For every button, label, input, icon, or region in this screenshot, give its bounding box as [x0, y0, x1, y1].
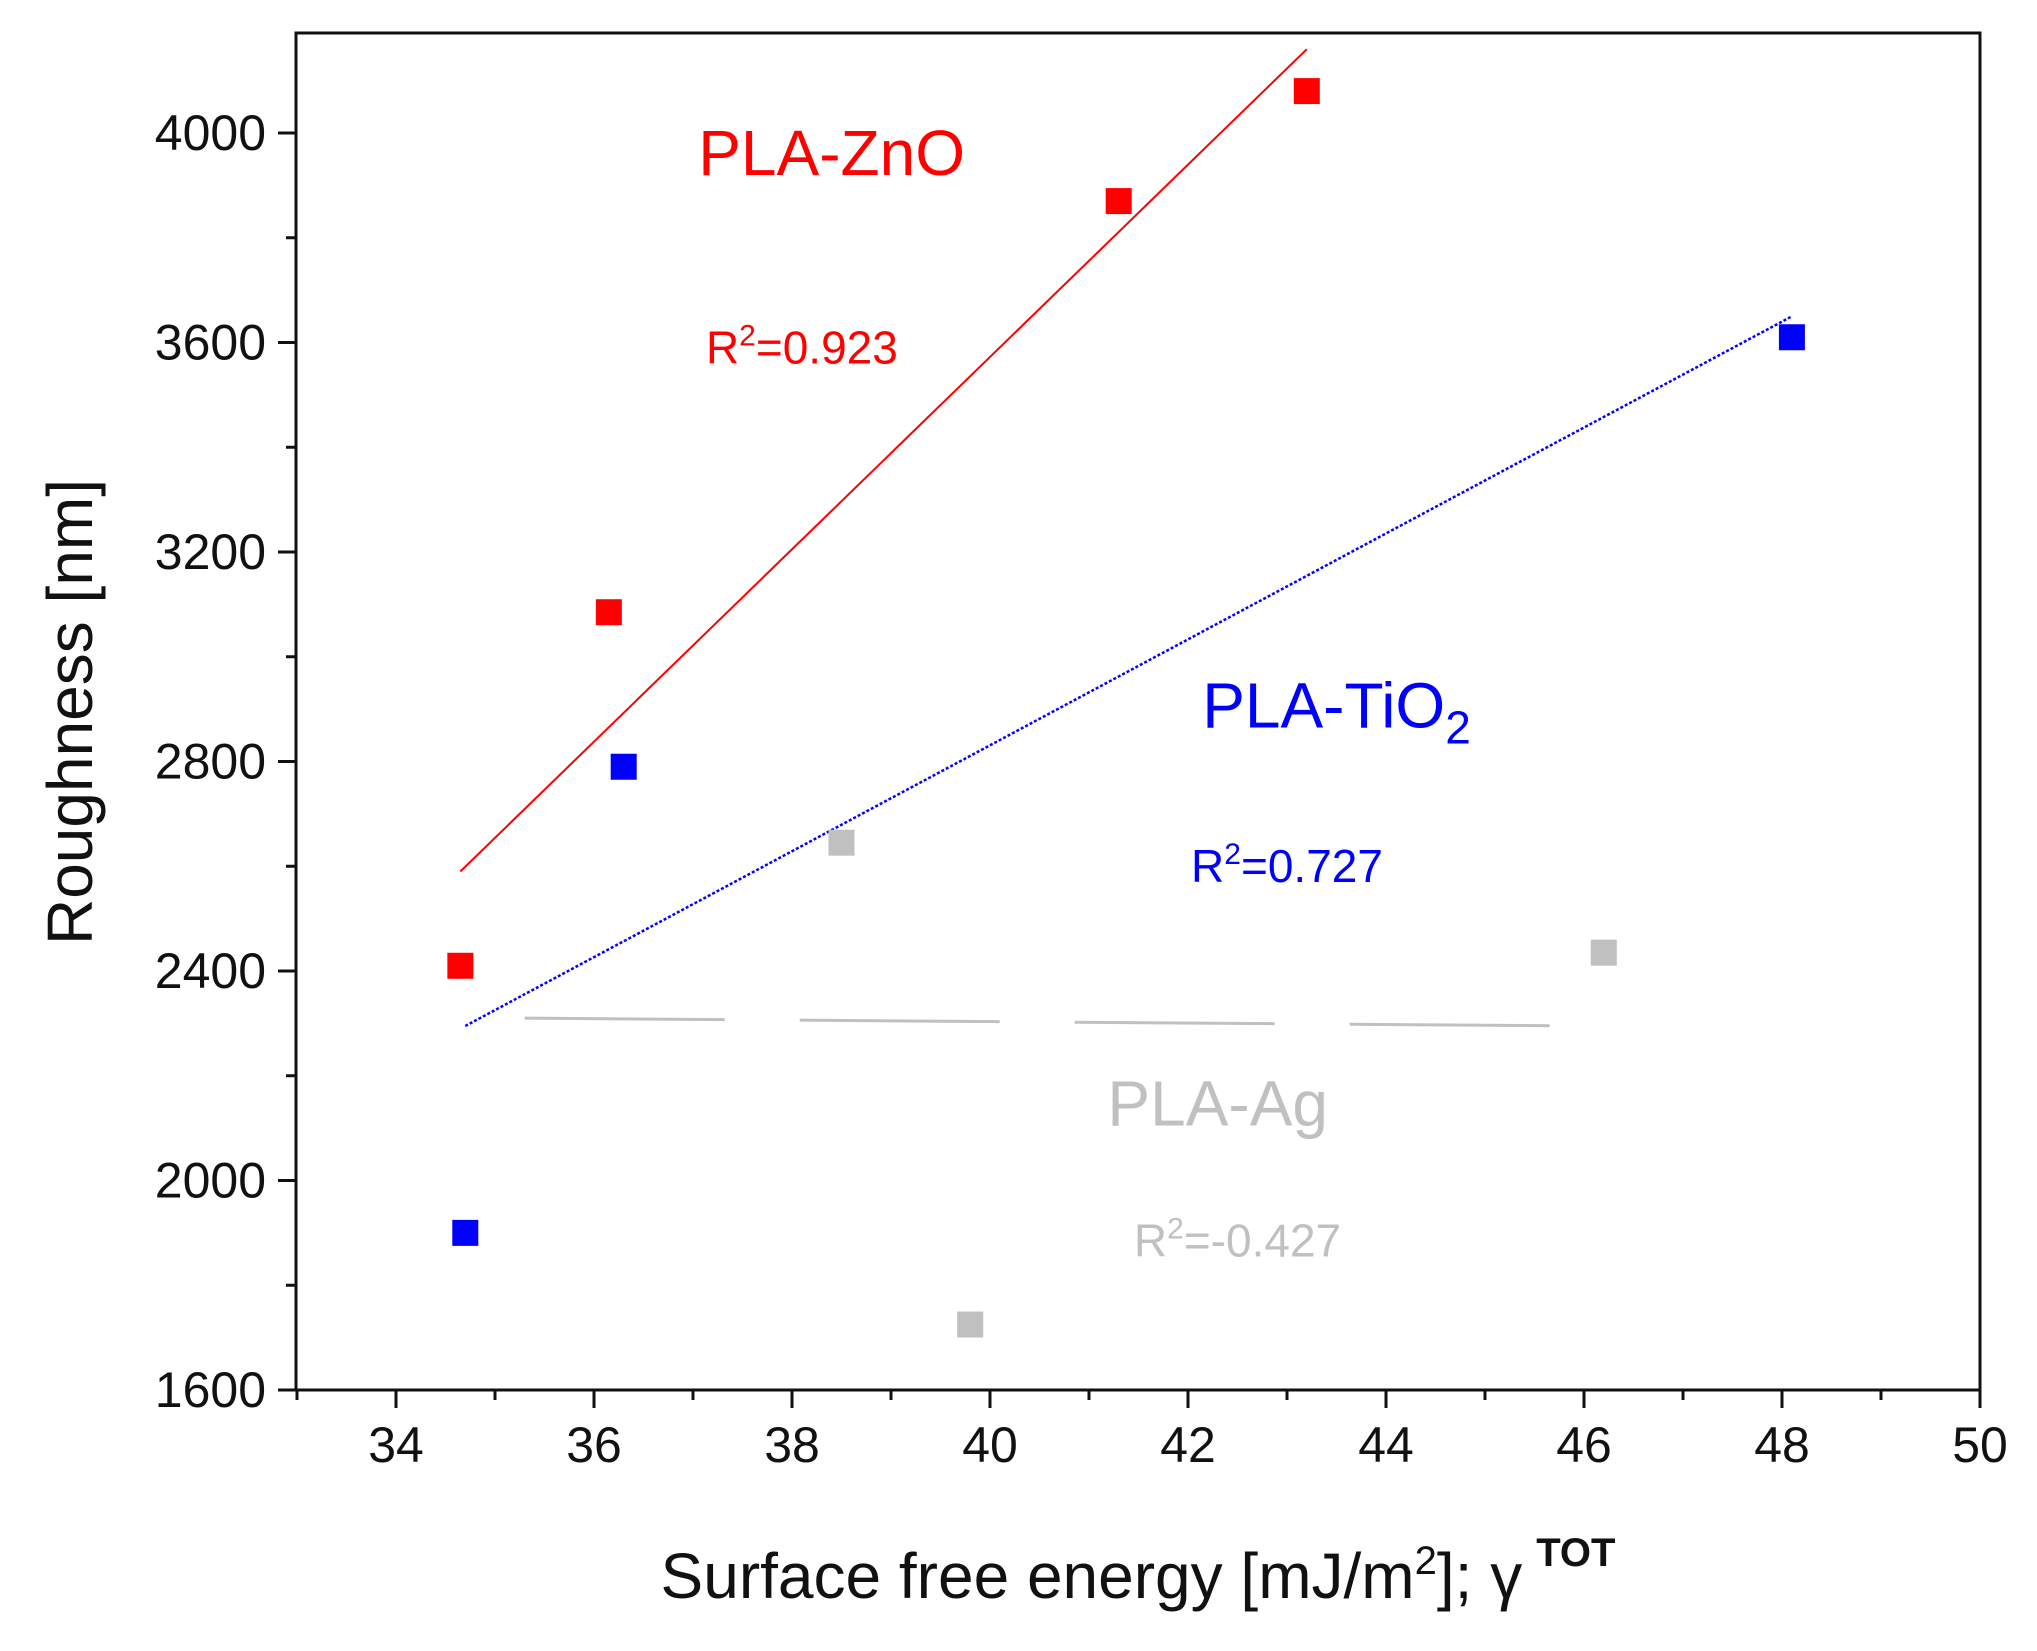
data-point-series-0-3 [1293, 78, 1320, 105]
series-labels: PLA-ZnOR2=0.923PLA-TiO2R2=0.727PLA-AgR2=… [698, 117, 1471, 1267]
data-point-series-2-2 [1590, 939, 1617, 966]
r2-superscript: 2 [1224, 838, 1241, 871]
x-tick-label: 50 [1952, 1417, 2008, 1473]
plot-frame [294, 31, 1982, 1392]
fit-line-series-0 [459, 48, 1308, 873]
data-point-series-0-1 [595, 599, 622, 626]
x-tick-label: 44 [1358, 1417, 1414, 1473]
x-tick-label: 36 [566, 1417, 622, 1473]
series-label-text: PLA-Ag [1107, 1068, 1328, 1140]
data-point-series-0-2 [1105, 188, 1132, 215]
r2-prefix: R [1191, 840, 1224, 892]
y-tick-label: 1600 [155, 1362, 266, 1418]
series-label-text: PLA-ZnO [698, 117, 965, 189]
data-point-series-0-0 [447, 952, 474, 979]
x-tick-label: 42 [1160, 1417, 1216, 1473]
series-label-2: PLA-Ag [1107, 1068, 1328, 1140]
y-tick-label: 3600 [155, 315, 266, 371]
r2-label-2: R2=-0.427 [1134, 1212, 1341, 1266]
x-axis-title-main: Surface free energy [mJ/m [661, 1540, 1415, 1612]
axis-ticks: 34 36 38 40 42 44 46 48 50 1600 2000 2400 2800 3200 36… [155, 105, 2008, 1473]
data-point-series-1-1 [610, 753, 637, 780]
r2-prefix: R [1134, 1214, 1167, 1266]
y-tick-label: 2800 [155, 734, 266, 790]
y-tick-label: 4000 [155, 105, 266, 161]
data-point-series-1-2 [1778, 324, 1805, 351]
y-tick-label: 2400 [155, 943, 266, 999]
x-tick-label: 46 [1556, 1417, 1612, 1473]
x-tick-label: 38 [764, 1417, 820, 1473]
y-tick-label: 3200 [155, 524, 266, 580]
r2-prefix: R [706, 321, 739, 373]
r2-superscript: 2 [739, 319, 756, 352]
series-label-1: PLA-TiO2 [1202, 669, 1471, 753]
r2-value: =0.923 [756, 321, 898, 373]
fit-line-series-1 [464, 315, 1793, 1028]
data-points [447, 78, 1805, 1338]
r2-label-0: R2=0.923 [706, 319, 898, 373]
data-point-series-1-0 [452, 1219, 479, 1246]
data-point-series-2-1 [957, 1311, 984, 1338]
x-tick-label: 48 [1754, 1417, 1810, 1473]
x-axis-title: Surface free energy [mJ/m2]; γ TOT [661, 1531, 1616, 1612]
x-tick-label: 40 [962, 1417, 1018, 1473]
x-axis-title-gamma-sup: TOT [1536, 1531, 1615, 1575]
x-axis-title-sup: 2 [1415, 1539, 1437, 1583]
x-axis-title-suffix: ]; γ [1437, 1540, 1522, 1612]
data-point-series-2-0 [828, 829, 855, 856]
x-tick-label: 34 [368, 1417, 424, 1473]
r2-value: =-0.427 [1184, 1214, 1341, 1266]
y-axis-title: Roughness [nm] [34, 479, 106, 945]
fit-line-series-2 [524, 1016, 1585, 1028]
series-label-text: PLA-TiO [1202, 669, 1445, 741]
fit-lines [459, 48, 1793, 1028]
r2-superscript: 2 [1167, 1212, 1184, 1245]
r2-value: =0.727 [1241, 840, 1383, 892]
r2-label-1: R2=0.727 [1191, 838, 1383, 892]
y-tick-label: 2000 [155, 1153, 266, 1209]
series-label-subscript: 2 [1445, 701, 1471, 753]
series-label-0: PLA-ZnO [698, 117, 965, 189]
